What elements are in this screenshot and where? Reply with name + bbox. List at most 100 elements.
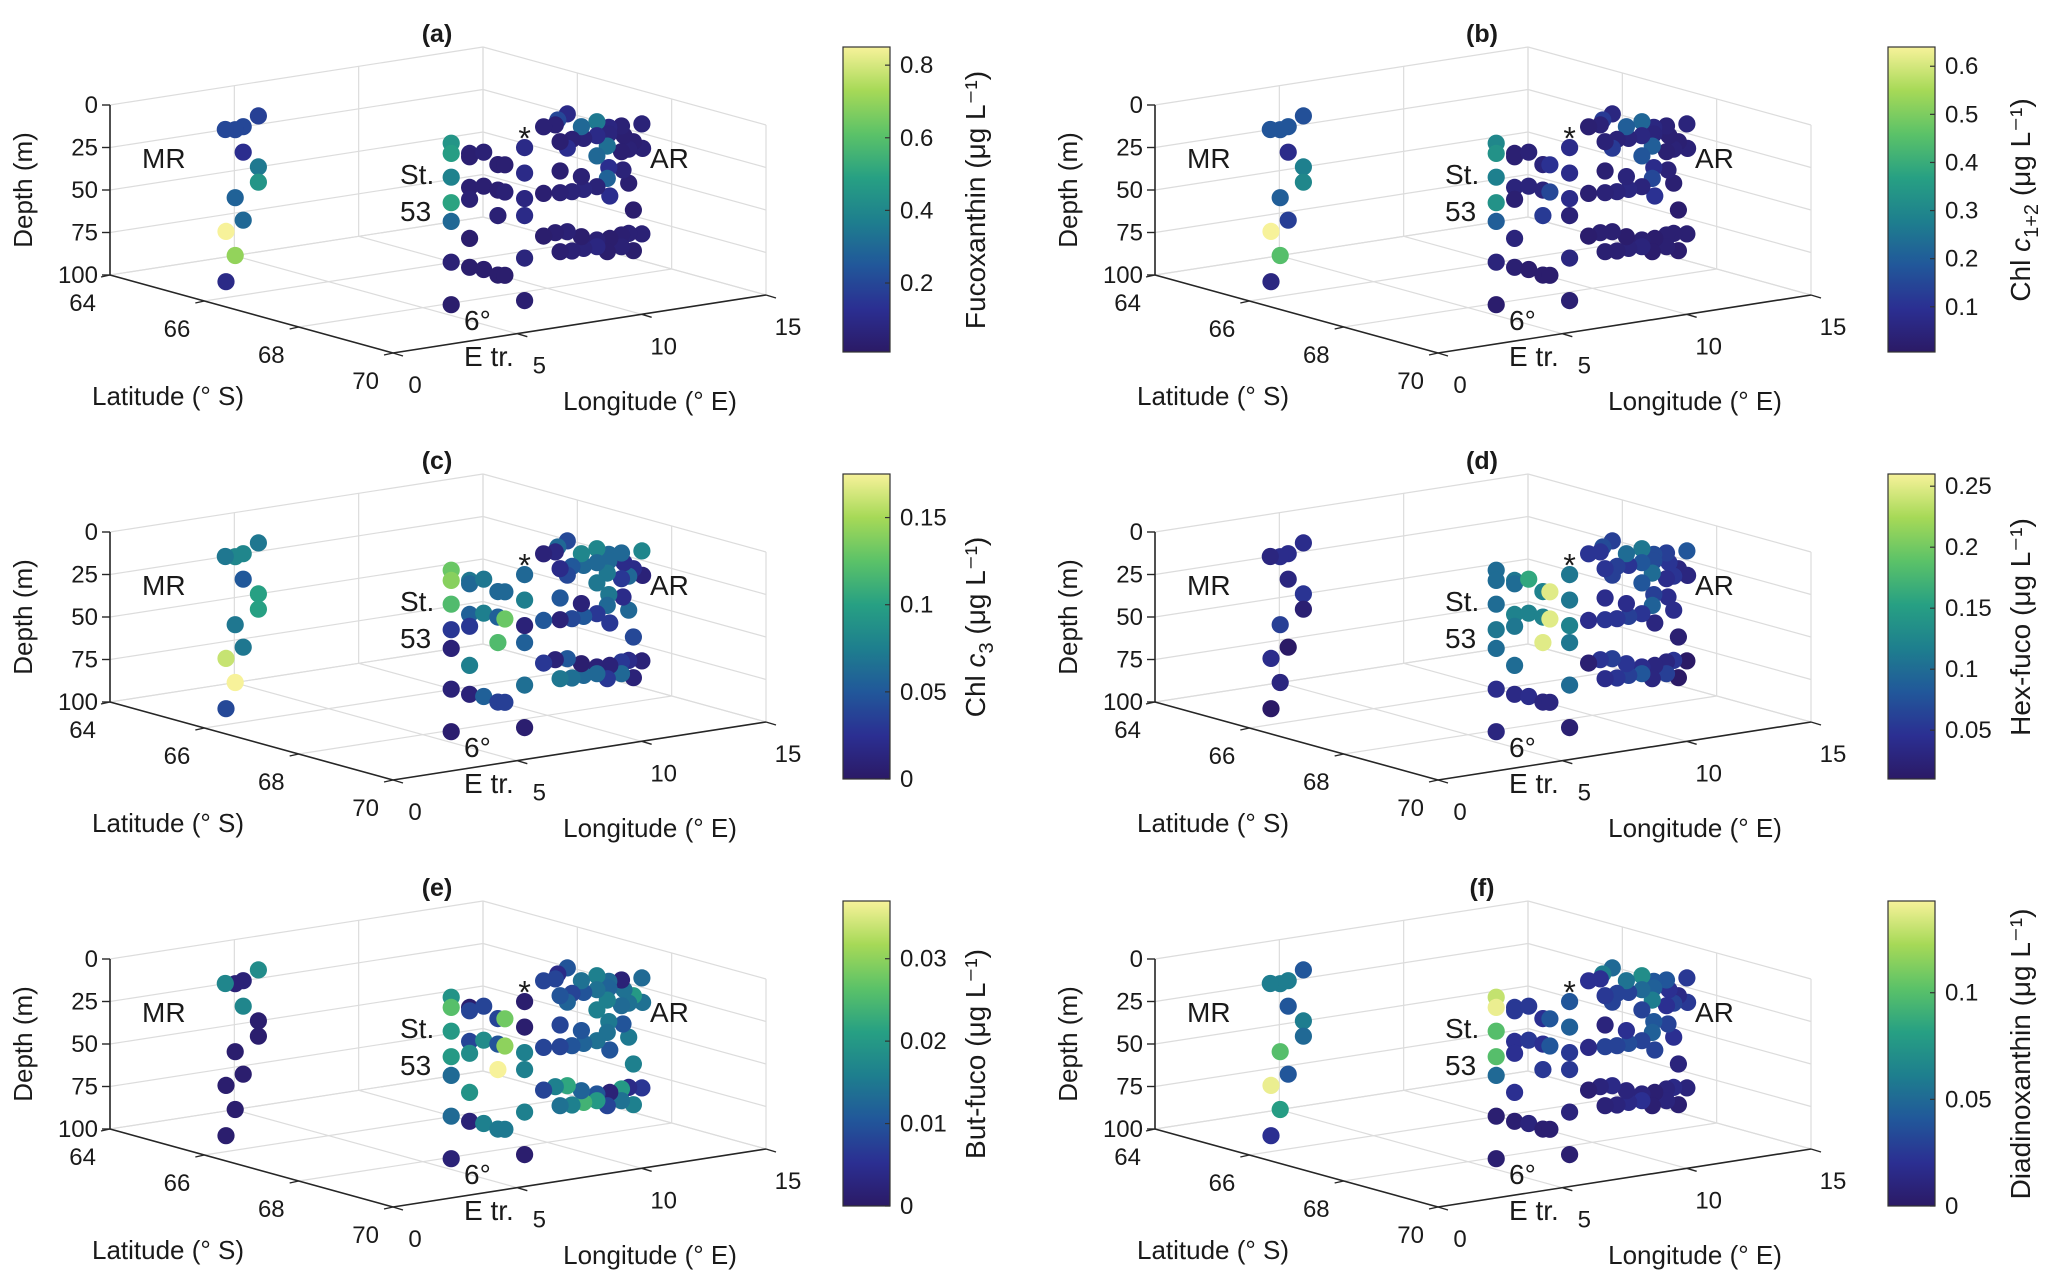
annotation-st-number: 53 bbox=[400, 1050, 431, 1081]
data-point bbox=[1294, 1012, 1312, 1030]
colorbar-tick-label: 0.25 bbox=[1945, 473, 1992, 500]
grid-line bbox=[109, 1027, 484, 1088]
data-point bbox=[442, 998, 460, 1017]
colorbar-tick-label: 0.4 bbox=[1945, 149, 1978, 176]
data-point bbox=[1487, 296, 1505, 314]
grid-line bbox=[234, 682, 518, 762]
grid-line bbox=[482, 216, 767, 296]
longitude-tick-label: 5 bbox=[1578, 1207, 1591, 1234]
data-point bbox=[442, 595, 460, 613]
data-point bbox=[1633, 113, 1651, 131]
data-point bbox=[588, 1001, 606, 1019]
depth-tick-label: 50 bbox=[1116, 177, 1143, 204]
data-point bbox=[217, 273, 235, 291]
latitude-tick bbox=[289, 1180, 299, 1184]
data-point bbox=[249, 107, 267, 125]
latitude-tick bbox=[383, 352, 394, 356]
data-point bbox=[1580, 1038, 1598, 1056]
data-point bbox=[1561, 207, 1579, 225]
depth-tick-label: 100 bbox=[1103, 262, 1143, 289]
longitude-tick-label: 5 bbox=[533, 1207, 546, 1234]
data-point bbox=[1520, 604, 1538, 622]
grid-line bbox=[298, 695, 672, 755]
grid-line bbox=[1154, 216, 1529, 276]
grid-line bbox=[109, 88, 484, 149]
longitude-tick-label: 10 bbox=[1695, 1187, 1722, 1214]
grid-line bbox=[482, 643, 767, 723]
panel-title: (c) bbox=[422, 447, 453, 475]
data-point bbox=[475, 1031, 493, 1049]
data-point bbox=[516, 566, 534, 584]
data-point bbox=[1520, 687, 1538, 706]
annotation-e-transect: E tr. bbox=[464, 768, 514, 799]
grid-line bbox=[109, 558, 484, 618]
grid-line bbox=[1154, 1070, 1529, 1130]
data-point bbox=[633, 1079, 651, 1097]
data-point bbox=[1271, 616, 1289, 634]
data-point bbox=[1657, 143, 1676, 161]
data-point bbox=[588, 1092, 606, 1110]
data-point bbox=[535, 118, 553, 136]
longitude-tick bbox=[1810, 721, 1822, 726]
panel-title: (e) bbox=[422, 874, 453, 902]
latitude-tick-label: 64 bbox=[1114, 290, 1141, 317]
latitude-tick bbox=[289, 326, 299, 330]
data-point bbox=[551, 611, 569, 629]
latitude-tick bbox=[1240, 300, 1250, 304]
longitude-axis-label: Longitude (° E) bbox=[1608, 386, 1782, 416]
data-point bbox=[1294, 534, 1312, 552]
data-point bbox=[1506, 148, 1524, 166]
annotation-st: St. bbox=[400, 586, 434, 617]
data-point bbox=[1487, 168, 1505, 186]
data-point bbox=[551, 560, 569, 578]
latitude-tick-label: 64 bbox=[69, 290, 96, 317]
colorbar-tick-label: 0.1 bbox=[1945, 294, 1978, 321]
data-point bbox=[1520, 143, 1538, 161]
data-point bbox=[1561, 676, 1579, 694]
colorbar-tick-label: 0.02 bbox=[900, 1028, 947, 1055]
star-marker: * bbox=[518, 547, 530, 583]
depth-tick-label: 0 bbox=[1130, 519, 1143, 546]
data-point bbox=[1520, 260, 1538, 279]
data-point bbox=[249, 585, 267, 603]
data-point bbox=[1633, 147, 1651, 165]
data-point bbox=[442, 212, 460, 230]
depth-tick-label: 0 bbox=[1130, 92, 1143, 119]
annotation-6deg: 6° bbox=[464, 1159, 491, 1190]
annotation-st-number: 53 bbox=[400, 196, 431, 227]
latitude-axis-line bbox=[1154, 1128, 1439, 1208]
latitude-tick-label: 68 bbox=[1303, 342, 1330, 369]
data-point bbox=[1580, 227, 1598, 245]
longitude-axis-label: Longitude (° E) bbox=[563, 813, 737, 843]
data-point bbox=[516, 249, 534, 267]
data-point bbox=[588, 554, 606, 572]
data-point bbox=[1617, 545, 1635, 563]
data-point bbox=[1487, 639, 1505, 658]
longitude-axis-label: Longitude (° E) bbox=[563, 1240, 737, 1270]
data-point bbox=[1271, 189, 1289, 207]
data-point bbox=[588, 967, 606, 985]
latitude-tick bbox=[195, 1154, 205, 1158]
data-point bbox=[216, 547, 234, 566]
data-point bbox=[496, 266, 514, 284]
data-point bbox=[226, 616, 244, 634]
latitude-tick-label: 70 bbox=[1397, 368, 1424, 395]
data-point bbox=[1294, 585, 1312, 603]
colorbar-tick-label: 0.6 bbox=[1945, 53, 1978, 80]
data-point bbox=[612, 570, 631, 588]
grid-line bbox=[1154, 88, 1529, 149]
longitude-tick bbox=[517, 332, 528, 338]
annotation-mr: MR bbox=[142, 143, 186, 174]
data-point bbox=[1633, 574, 1651, 592]
data-point bbox=[588, 981, 606, 999]
grid-line bbox=[482, 1070, 767, 1150]
data-point bbox=[461, 605, 479, 624]
data-point bbox=[551, 184, 569, 202]
data-point bbox=[601, 187, 619, 205]
data-point bbox=[572, 118, 591, 136]
data-point bbox=[588, 127, 606, 145]
data-point bbox=[588, 574, 606, 592]
data-point bbox=[516, 676, 534, 694]
